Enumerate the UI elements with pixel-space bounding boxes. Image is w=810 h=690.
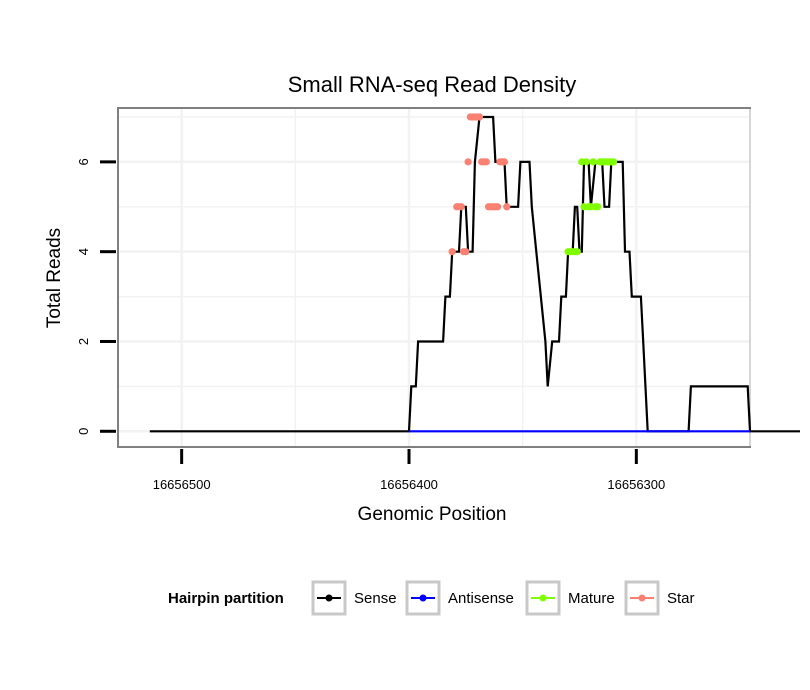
series-line-sense (149, 115, 800, 433)
series-lines (149, 115, 800, 433)
point-star (448, 248, 456, 256)
x-tick-label: 16656400 (380, 477, 438, 492)
point-mature (589, 158, 597, 166)
legend-label: Antisense (448, 590, 514, 607)
legend-entry-sense: Sense (311, 580, 397, 616)
legend-label: Sense (354, 590, 397, 607)
legend-entry-mature: Mature (525, 580, 615, 616)
x-axis-title: Genomic Position (358, 504, 507, 525)
legend-entry-star: Star (624, 580, 695, 616)
legend-key-dot (539, 594, 547, 602)
grid-lines (119, 109, 751, 446)
x-tick-label: 16656500 (153, 477, 211, 492)
point-star (457, 203, 465, 211)
legend: Hairpin partition Sense Antisense Mature St… (168, 580, 695, 616)
chart-title: Small RNA-seq Read Density (288, 72, 577, 97)
legend-entry-antisense: Antisense (405, 580, 514, 616)
y-tick-label: 2 (76, 338, 91, 345)
y-axis-title: Total Reads (44, 228, 65, 328)
y-tick-label: 4 (76, 248, 91, 255)
point-mature (594, 203, 602, 211)
legend-title: Hairpin partition (168, 590, 284, 607)
x-tick-label: 16656300 (607, 477, 665, 492)
y-tick-label: 6 (76, 158, 91, 165)
plot-panel (117, 107, 751, 448)
point-mature (609, 158, 618, 166)
point-star (500, 158, 509, 166)
y-tick-label: 0 (76, 428, 91, 435)
legend-key-dot (325, 594, 333, 602)
point-mature (573, 248, 581, 256)
series-markers (448, 113, 618, 256)
legend-label: Star (667, 590, 695, 607)
point-star (462, 248, 470, 256)
legend-key-dot (419, 594, 427, 602)
axes: 0 2 4 6 16656500 16656400 16656300 (76, 158, 665, 492)
point-star (503, 203, 511, 211)
legend-key-dot (638, 594, 646, 602)
point-star (464, 158, 472, 166)
point-star (494, 203, 502, 211)
legend-label: Mature (568, 590, 615, 607)
point-mature (582, 158, 590, 166)
point-star (475, 113, 484, 121)
point-star (482, 158, 490, 166)
